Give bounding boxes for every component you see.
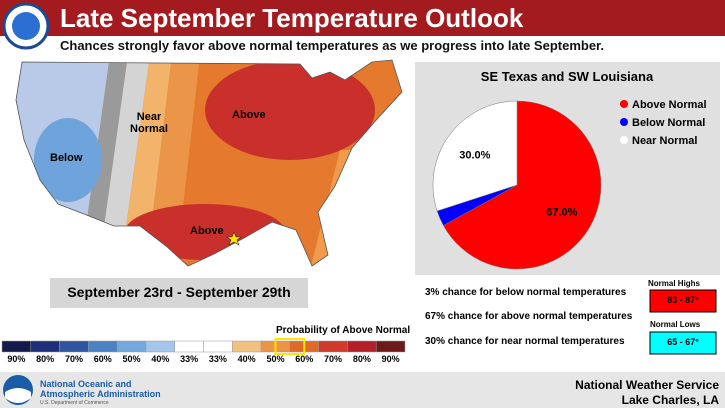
legend-swatch: [59, 340, 89, 353]
pie-slice: [443, 100, 602, 270]
header-bar: [0, 0, 725, 36]
lows-value: 65 - 67°: [667, 337, 699, 347]
legend-label: 70%: [65, 354, 83, 364]
legend-label: 70%: [324, 354, 342, 364]
legend-dot: [620, 136, 628, 144]
lows-box: [649, 331, 717, 355]
map-outline: [15, 59, 403, 267]
legend-label: 60%: [94, 354, 112, 364]
legend-entry: Above Normal: [632, 99, 707, 111]
legend-swatch: [347, 340, 377, 353]
legend-swatch: [145, 340, 175, 353]
map-label: Above: [190, 225, 224, 237]
star-marker: [226, 231, 242, 246]
legend-dot: [620, 100, 628, 108]
legend-dot: [620, 118, 628, 126]
legend-label: 50%: [266, 354, 284, 364]
location: Lake Charles, LA: [621, 393, 719, 407]
pie-slice: [432, 100, 518, 212]
highs-box: [649, 289, 717, 313]
date-range: September 23rd - September 29th: [67, 284, 291, 300]
legend-title: Probability of Above Normal: [276, 325, 411, 336]
note: 67% chance for above normal temperatures: [425, 311, 633, 322]
legend-swatch: [1, 340, 32, 353]
title: Late September Temperature Outlook: [60, 3, 524, 33]
legend-label: 40%: [238, 354, 256, 364]
legend-swatch: [116, 340, 147, 353]
lows-label: Normal Lows: [650, 320, 701, 329]
legend-swatch: [88, 340, 118, 353]
legend-label: 80%: [353, 354, 371, 364]
legend-swatch: [203, 340, 233, 353]
map-label: Below: [50, 152, 83, 164]
pie-value-label: 30.0%: [459, 149, 490, 161]
subtitle: Chances strongly favor above normal temp…: [60, 38, 605, 53]
legend-swatch: [174, 340, 204, 353]
pie-value-label: 67.0%: [546, 207, 577, 219]
agency: Atmospheric Administration: [40, 389, 161, 399]
legend-highlight: [274, 338, 306, 355]
note: 3% chance for below normal temperatures: [425, 287, 627, 298]
date-box: [50, 278, 308, 308]
legend-swatch: [30, 340, 60, 353]
agency: National Oceanic and: [40, 379, 132, 389]
legend-label: 90%: [7, 354, 25, 364]
map-label: Above: [232, 109, 266, 121]
legend-label: 33%: [180, 354, 198, 364]
noaa-logo-wave: [5, 388, 31, 403]
legend-swatch: [232, 340, 262, 353]
legend-entry: Near Normal: [632, 135, 697, 147]
highs-label: Normal Highs: [648, 279, 701, 288]
note: 30% chance for near normal temperatures: [425, 336, 625, 347]
map-label: Near Normal: [130, 111, 168, 135]
legend-label: 80%: [36, 354, 54, 364]
legend-swatch: [318, 340, 348, 353]
legend-label: 60%: [295, 354, 313, 364]
footer-bar: [0, 372, 725, 408]
legend-label: 90%: [382, 354, 400, 364]
legend-label: 33%: [209, 354, 227, 364]
legend-swatch: [375, 340, 406, 353]
nws-logo-inner: [12, 12, 40, 40]
department: U.S. Department of Commerce: [40, 400, 109, 406]
pie-title: SE Texas and SW Louisiana: [481, 69, 654, 84]
legend-label: 50%: [123, 354, 141, 364]
legend-label: 40%: [151, 354, 169, 364]
legend-entry: Below Normal: [632, 117, 705, 129]
legend-bar: 90% 80% 70% 60% 50% 40% 33% 33% 40% 50% 60% 70% 80% 9…: [1, 338, 406, 364]
office: National Weather Service: [575, 378, 719, 392]
highs-value: 83 - 87°: [667, 295, 699, 305]
